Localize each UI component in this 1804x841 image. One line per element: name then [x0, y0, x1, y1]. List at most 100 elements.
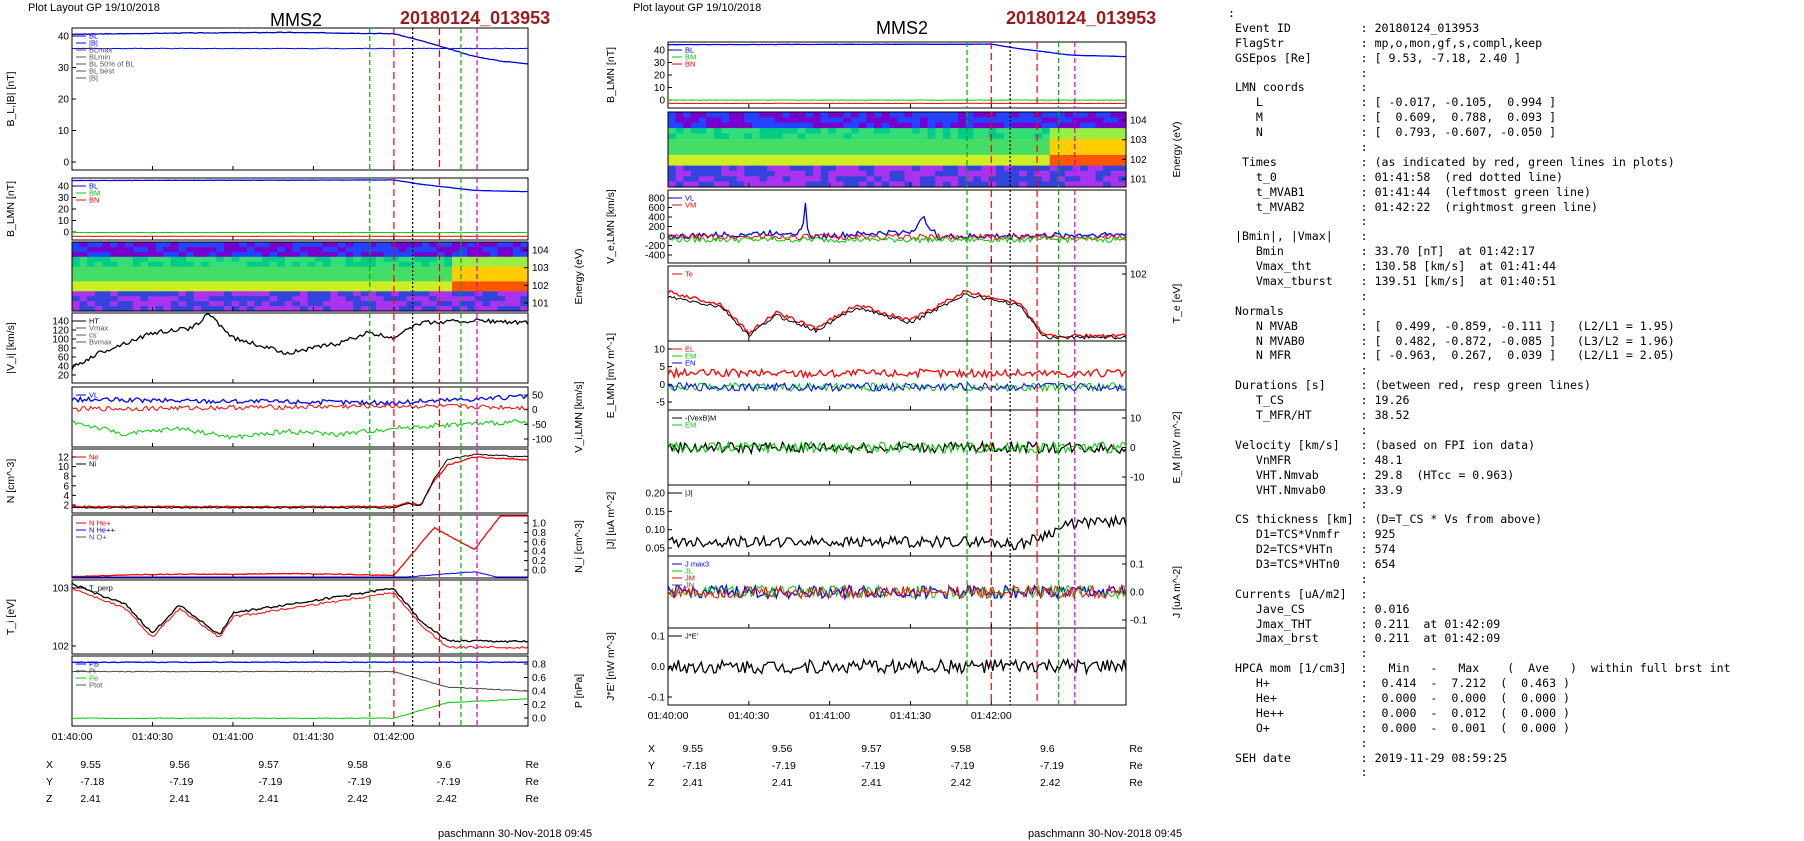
y-axis-label: V_i,LMN [km/s] [573, 381, 585, 452]
spectrogram-cell [706, 165, 715, 172]
spectrogram-cell [87, 286, 96, 292]
spectrogram-cell [1026, 117, 1035, 124]
spectrogram-cell [942, 149, 951, 156]
spectrogram-cell [345, 271, 354, 278]
spectrogram-cell [201, 256, 210, 263]
summary-line: O+: 0.000 - 0.001 ( 0.000 ) [1228, 721, 1731, 736]
legend-label: N O+ [89, 533, 107, 542]
spectrogram-cell [376, 266, 385, 273]
spectrogram-cell [828, 117, 837, 124]
spectrogram-cell [376, 301, 385, 307]
spectrogram-cell [1072, 117, 1081, 124]
spectrogram-cell [254, 276, 263, 282]
spectrogram-cell [866, 122, 875, 129]
spectrogram-cell [866, 112, 875, 118]
spectrogram-cell [973, 170, 982, 177]
orbit-value: 2.41 [80, 792, 101, 805]
spectrogram-cell [881, 117, 890, 124]
spectrogram-cell [874, 165, 883, 172]
summary-line: N MVAB: [ 0.499, -0.859, -0.111 ] (L2/L1… [1228, 319, 1731, 334]
spectrogram-cell [383, 246, 392, 253]
spectrogram-cell [912, 160, 921, 167]
spectrogram-cell [94, 296, 103, 302]
spectrogram-cell [1057, 117, 1066, 124]
spectrogram-cell [474, 301, 483, 307]
spectrogram-cell [467, 286, 476, 292]
spectrogram-cell [490, 266, 499, 273]
spectrogram-cell [125, 286, 134, 292]
spectrogram-cell [170, 281, 179, 287]
spectrogram-cell [828, 149, 837, 156]
summary-line: : [1228, 765, 1731, 780]
spectrogram-cell [148, 251, 157, 258]
spectrogram-cell [512, 246, 521, 253]
spectrogram-cell [797, 170, 806, 177]
spectrogram-cell [790, 122, 799, 129]
spectrogram-cell [322, 271, 331, 278]
spectrogram-cell [828, 128, 837, 135]
spectrogram-cell [398, 256, 407, 263]
spectrogram-cell [797, 133, 806, 140]
spectrogram-cell [805, 128, 814, 135]
orbit-value: 9.6 [1039, 742, 1055, 755]
spectrogram-cell [497, 261, 506, 268]
summary-value: : [1360, 646, 1368, 661]
y-tick-label: 0.2 [532, 556, 546, 567]
spectrogram-cell [1026, 128, 1035, 135]
orbit-row: Y -7.18 -7.19 -7.19 -7.19 -7.19 Re [46, 773, 566, 790]
spectrogram-cell [1095, 138, 1104, 145]
spectrogram-cell [797, 122, 806, 129]
spectrogram-cell [208, 301, 217, 307]
spectrogram-cell [429, 291, 438, 297]
spectrogram-cell [421, 266, 430, 273]
spectrogram-cell [300, 291, 309, 297]
spectrogram-cell [690, 122, 700, 129]
spectrogram-cell [1057, 176, 1066, 183]
spectrogram-cell [942, 112, 951, 118]
spectrogram-cell [782, 149, 791, 156]
spectrogram-cell [429, 286, 438, 292]
y-axis-label: N [cm^-3] [5, 459, 17, 504]
spectrogram-cell [353, 291, 362, 297]
spectrogram-cell [284, 271, 293, 278]
spectrogram-cell [706, 144, 715, 151]
summary-value: : 01:41:58 (red dotted line) [1360, 169, 1564, 184]
spectrogram-cell [1080, 181, 1089, 188]
spectrogram-cell [897, 170, 906, 177]
spectrogram-cell [736, 154, 745, 161]
spectrogram-cell [474, 271, 483, 278]
summary-line: : [1228, 646, 1731, 661]
spectrogram-cell [140, 291, 149, 297]
spectrogram-cell [520, 242, 529, 248]
spectrogram-cell [368, 261, 377, 268]
y-tick-label: 1.0 [532, 519, 546, 530]
spectrogram-cell [140, 256, 149, 263]
spectrogram-cell [973, 165, 982, 172]
spectrogram-cell [767, 144, 776, 151]
y-tick-label: 200 [648, 222, 665, 233]
summary-line: Times: (as indicated by red, green lines… [1228, 155, 1731, 170]
spectrogram-cell [1057, 149, 1066, 156]
x-tick-label: 01:40:00 [52, 731, 93, 743]
spectrogram-cell [1019, 154, 1028, 161]
spectrogram-cell [216, 251, 225, 258]
spectrogram-cell [353, 256, 362, 263]
spectrogram-cell [1103, 122, 1112, 129]
spectrogram-cell [436, 246, 445, 253]
summary-value: : 20180124_013953 [1360, 20, 1480, 35]
spectrogram-cell [482, 246, 491, 253]
y-axis-label: J [uA m^-2] [1171, 566, 1183, 618]
orbit-value: 2.42 [347, 792, 368, 805]
spectrogram-cell [843, 181, 852, 188]
spectrogram-cell [186, 266, 195, 273]
spectrogram-cell [459, 246, 468, 253]
spectrogram-cell [721, 122, 730, 129]
summary-value: : (based on FPI ion data) [1360, 437, 1536, 452]
summary-value: : [1360, 229, 1368, 244]
spectrogram-cell [1072, 170, 1081, 177]
spectrogram-cell [866, 165, 875, 172]
spectrogram-cell [904, 176, 913, 183]
spectrogram-cell [1026, 122, 1035, 129]
spectrogram-cell [996, 165, 1005, 172]
spectrogram-cell [996, 112, 1005, 118]
